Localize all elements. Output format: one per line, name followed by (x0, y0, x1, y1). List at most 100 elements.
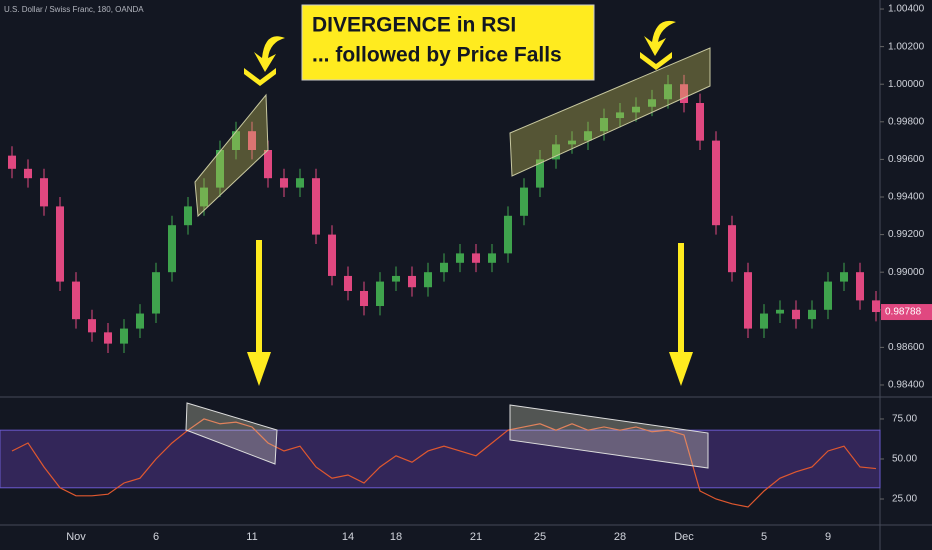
plot-layer: 0.984000.986000.988000.990000.992000.994… (0, 4, 932, 543)
chevron (640, 52, 672, 70)
y-tick-label: 0.98400 (888, 380, 925, 391)
annotation-box (301, 4, 595, 81)
y-tick-label: 1.00200 (888, 41, 925, 52)
candle-body (264, 150, 272, 179)
annotation: ... followed by Price Falls (312, 44, 562, 67)
candle-body (632, 106, 640, 113)
candle-body (184, 206, 192, 226)
rsi-line (11, 418, 877, 508)
arrow-head (247, 352, 271, 386)
y-tick-label: 0.99600 (888, 154, 925, 165)
price-channel (509, 47, 711, 177)
candle-body (392, 275, 400, 282)
candle-body (8, 155, 16, 169)
curved-arrow (254, 36, 285, 72)
x-tick-label: 14 (342, 531, 354, 543)
candle-body (232, 131, 240, 151)
x-tick-label: 28 (614, 531, 626, 543)
candle-body (872, 300, 880, 313)
candle-body (424, 272, 432, 288)
candle-body (360, 290, 368, 307)
candle-body (744, 272, 752, 329)
y-tick-label: 75.00 (892, 414, 917, 425)
y-tick-label: 0.99200 (888, 229, 925, 240)
x-tick-label: 5 (761, 531, 767, 543)
candle-body (488, 253, 496, 263)
x-tick-label: Dec (674, 531, 694, 543)
chart-title: U.S. Dollar / Swiss Franc, 180, OANDA (4, 5, 144, 14)
candle-body (472, 253, 480, 263)
candle-body (840, 272, 848, 282)
candle-body (648, 99, 656, 107)
candle-body (168, 225, 176, 273)
candle-body (376, 281, 384, 307)
candle-body (552, 144, 560, 160)
candle-body (408, 275, 416, 288)
arrows (244, 20, 693, 386)
x-tick-label: Nov (66, 531, 86, 543)
candle-body (312, 178, 320, 235)
candle-body (40, 178, 48, 207)
candle-body (88, 319, 96, 333)
y-tick-label: 0.99400 (888, 192, 925, 203)
rsi-channel (509, 404, 709, 469)
candle-body (200, 187, 208, 207)
candle-body (328, 234, 336, 276)
candle-body (216, 150, 224, 188)
arrow-shaft (256, 240, 262, 355)
y-tick-label: 1.00000 (888, 79, 925, 90)
x-tick-label: 11 (246, 531, 257, 543)
candle-body (24, 168, 32, 179)
candle-body (680, 84, 688, 104)
y-tick-label: 0.99000 (888, 267, 925, 278)
last-price-label: 0.98788 (885, 307, 922, 318)
candle-body (600, 118, 608, 132)
y-tick-label: 50.00 (892, 454, 917, 465)
candle-body (344, 275, 352, 291)
chevron (244, 68, 276, 86)
candle-body (248, 131, 256, 151)
candle-body (824, 281, 832, 310)
candle-body (520, 187, 528, 216)
candle-body (152, 272, 160, 314)
rsi-band (0, 429, 881, 489)
candle-body (72, 281, 80, 320)
curved-arrow (644, 20, 676, 56)
x-tick-label: 25 (534, 531, 546, 543)
candle-body (664, 84, 672, 100)
candle-body (808, 309, 816, 320)
y-tick-label: 0.99800 (888, 116, 925, 127)
candle-body (296, 178, 304, 188)
candle-body (776, 309, 784, 314)
x-tick-label: 6 (153, 531, 159, 543)
candle-body (456, 253, 464, 263)
candle-body (696, 103, 704, 141)
candle-body (584, 131, 592, 141)
last-price-tag (881, 304, 932, 321)
annotation: DIVERGENCE in RSI (312, 14, 516, 37)
candle-body (536, 159, 544, 188)
candle-body (504, 215, 512, 254)
candle-body (712, 140, 720, 226)
rsi-channel (185, 402, 278, 465)
arrow-head (669, 352, 693, 386)
candle-body (56, 206, 64, 282)
y-tick-label: 1.00400 (888, 4, 925, 15)
candle-body (728, 225, 736, 273)
candle-body (792, 309, 800, 320)
candle-body (616, 112, 624, 119)
candle-body (104, 332, 112, 344)
x-tick-label: 21 (470, 531, 482, 543)
candle-body (856, 272, 864, 301)
candle-body (120, 328, 128, 344)
price-channel (194, 93, 269, 218)
candle-body (280, 178, 288, 188)
arrow-shaft (678, 243, 684, 355)
x-tick-label: 9 (825, 531, 831, 543)
y-tick-label: 0.98600 (888, 342, 925, 353)
y-tick-label: 25.00 (892, 494, 917, 505)
candle-body (136, 313, 144, 329)
candle-body (440, 262, 448, 273)
candle-body (568, 140, 576, 145)
